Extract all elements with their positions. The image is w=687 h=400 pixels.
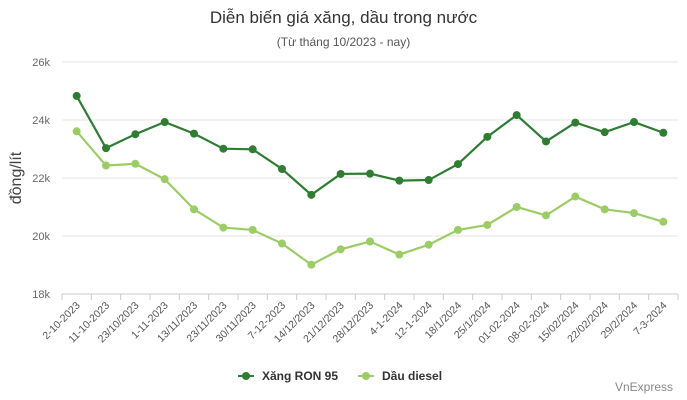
data-point bbox=[454, 160, 462, 169]
data-point bbox=[190, 129, 198, 138]
data-point bbox=[542, 211, 550, 220]
data-point bbox=[424, 240, 433, 249]
y-tick-label: 18k bbox=[32, 289, 50, 301]
data-point bbox=[395, 176, 404, 185]
data-point bbox=[307, 260, 316, 269]
legend-label: Xăng RON 95 bbox=[262, 369, 338, 383]
chart-subtitle: (Từ tháng 10/2023 - nay) bbox=[276, 35, 411, 49]
data-point bbox=[219, 144, 228, 153]
data-point bbox=[278, 165, 286, 174]
data-point bbox=[542, 137, 550, 146]
y-axis-label: đồng/lít bbox=[8, 151, 25, 204]
data-point bbox=[102, 161, 110, 170]
data-point bbox=[160, 175, 169, 184]
data-point bbox=[131, 130, 140, 139]
data-point bbox=[483, 220, 492, 229]
legend-swatch-marker bbox=[362, 372, 370, 380]
data-point bbox=[483, 132, 492, 141]
data-point bbox=[72, 127, 81, 136]
y-tick-label: 22k bbox=[32, 173, 50, 185]
data-point bbox=[630, 118, 638, 127]
data-point bbox=[102, 144, 110, 153]
data-point bbox=[248, 225, 257, 234]
data-point bbox=[571, 192, 580, 201]
legend-label: Dầu diesel bbox=[382, 369, 442, 383]
y-tick-label: 24k bbox=[32, 115, 50, 127]
data-point bbox=[659, 128, 668, 137]
data-point bbox=[336, 169, 345, 178]
data-point bbox=[160, 118, 169, 127]
data-point bbox=[512, 203, 521, 211]
data-point bbox=[366, 237, 374, 246]
data-point bbox=[659, 217, 668, 226]
source-label: VnExpress bbox=[614, 380, 673, 394]
data-point bbox=[571, 118, 580, 127]
data-point bbox=[600, 128, 609, 137]
data-point bbox=[366, 169, 374, 178]
data-point bbox=[72, 91, 81, 100]
data-point bbox=[512, 111, 521, 120]
data-point bbox=[278, 239, 286, 248]
y-tick-label: 26k bbox=[32, 57, 50, 69]
data-point bbox=[307, 190, 316, 199]
data-point bbox=[336, 245, 345, 254]
data-point bbox=[600, 205, 609, 214]
data-point bbox=[190, 205, 198, 214]
y-tick-label: 20k bbox=[32, 231, 50, 243]
legend-swatch-marker bbox=[242, 372, 250, 380]
data-point bbox=[219, 223, 228, 232]
data-point bbox=[424, 176, 433, 185]
data-point bbox=[630, 209, 638, 218]
chart-title: Diễn biến giá xăng, dầu trong nước bbox=[209, 8, 478, 27]
data-point bbox=[131, 159, 140, 168]
data-point bbox=[395, 250, 404, 259]
data-point bbox=[248, 145, 257, 154]
data-point bbox=[454, 225, 462, 234]
